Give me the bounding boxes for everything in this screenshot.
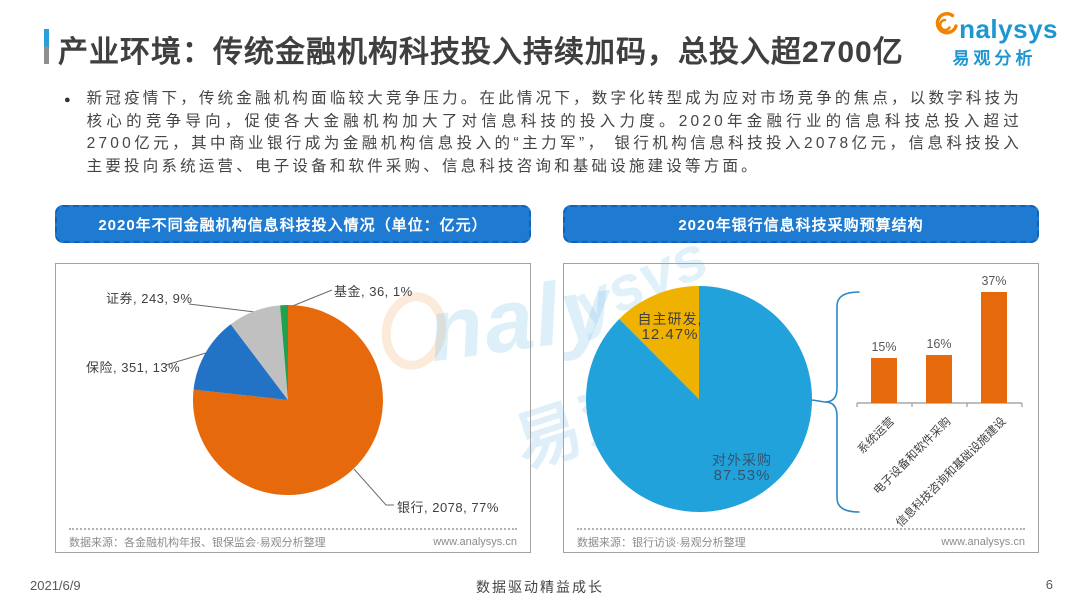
logo-swirl-icon bbox=[931, 10, 958, 42]
bar-chart-overlay bbox=[811, 291, 1023, 513]
website-text-right: www.analysys.cn bbox=[941, 536, 1025, 548]
source-separator bbox=[577, 528, 1025, 530]
leader-line-bank bbox=[353, 468, 394, 506]
bar-value-label-2: 16% bbox=[926, 337, 952, 351]
pie-label-bank: 银行, 2078, 77% bbox=[397, 500, 499, 515]
page-title: 产业环境：传统金融机构科技投入持续加码，总投入超2700亿 bbox=[58, 36, 904, 69]
chart-header-left: 2020年不同金融机构信息科技投入情况（单位：亿元） bbox=[55, 205, 531, 243]
pie-slice bbox=[280, 305, 288, 400]
intro-text: 新冠疫情下，传统金融机构面临较大竞争压力。在此情况下，数字化转型成为应对市场竞争… bbox=[86, 90, 1022, 175]
intro-block: ● 新冠疫情下，传统金融机构面临较大竞争压力。在此情况下，数字化转型成为应对市场… bbox=[64, 88, 1022, 178]
left-chart-panel: 基金, 36, 1% 证券, 243, 9% 保险, 351, 13% 银行, … bbox=[55, 263, 531, 553]
logo-brand-text: nalysys bbox=[959, 14, 1058, 44]
analysys-logo: nalysys 易观分析 bbox=[931, 10, 1058, 69]
pie-label-self-dev-pct: 12.47% bbox=[641, 326, 699, 343]
pie-label-fund: 基金, 36, 1% bbox=[334, 284, 413, 299]
bar bbox=[871, 358, 897, 403]
pie-slice bbox=[619, 286, 699, 399]
curly-brace-icon bbox=[824, 291, 860, 513]
pie-slice bbox=[193, 305, 383, 495]
footer-slogan: 数据驱动精益成长 bbox=[476, 579, 604, 595]
bar-value-label-3: 37% bbox=[981, 274, 1007, 288]
bar bbox=[981, 292, 1007, 403]
footer-page-number: 6 bbox=[1045, 577, 1053, 592]
bullet-icon: ● bbox=[64, 94, 71, 106]
source-text-left: 数据来源：各金融机构年报、银保监会·易观分析整理 bbox=[69, 537, 326, 549]
source-text-right: 数据来源：银行访谈·易观分析整理 bbox=[577, 537, 746, 549]
pie-chart-institutions bbox=[193, 305, 383, 495]
bar-axis-line bbox=[856, 402, 1023, 407]
pie-slice bbox=[586, 286, 812, 512]
logo-brand-cn: 易观分析 bbox=[952, 49, 1037, 68]
pie-label-self-dev: 自主研发, bbox=[637, 311, 703, 327]
pie-label-external: 对外采购 bbox=[712, 452, 772, 468]
right-chart-panel: 自主研发, 12.47% 对外采购 87.53% 15% 16% 37% 系统运… bbox=[563, 263, 1039, 553]
pie-chart-budget bbox=[586, 286, 812, 512]
pie-slice bbox=[193, 324, 288, 400]
bar-series bbox=[871, 292, 1007, 403]
chart-header-right: 2020年银行信息科技采购预算结构 bbox=[563, 205, 1039, 243]
leader-line-insurance bbox=[165, 352, 207, 366]
brace-connector-line bbox=[811, 399, 826, 403]
left-leader-lines bbox=[165, 289, 394, 506]
source-separator bbox=[69, 528, 517, 530]
footer-date: 2021/6/9 bbox=[30, 578, 81, 593]
title-accent-bar bbox=[44, 29, 49, 64]
pie-label-external-pct: 87.53% bbox=[713, 467, 771, 484]
bar bbox=[926, 355, 952, 403]
website-text-left: www.analysys.cn bbox=[433, 536, 517, 548]
bar-value-label-1: 15% bbox=[871, 340, 897, 354]
pie-slice bbox=[230, 305, 288, 400]
pie-label-securities: 证券, 243, 9% bbox=[106, 291, 193, 306]
leader-line-fund bbox=[289, 289, 333, 308]
leader-line-securities bbox=[188, 303, 256, 313]
pie-label-insurance: 保险, 351, 13% bbox=[86, 360, 181, 375]
